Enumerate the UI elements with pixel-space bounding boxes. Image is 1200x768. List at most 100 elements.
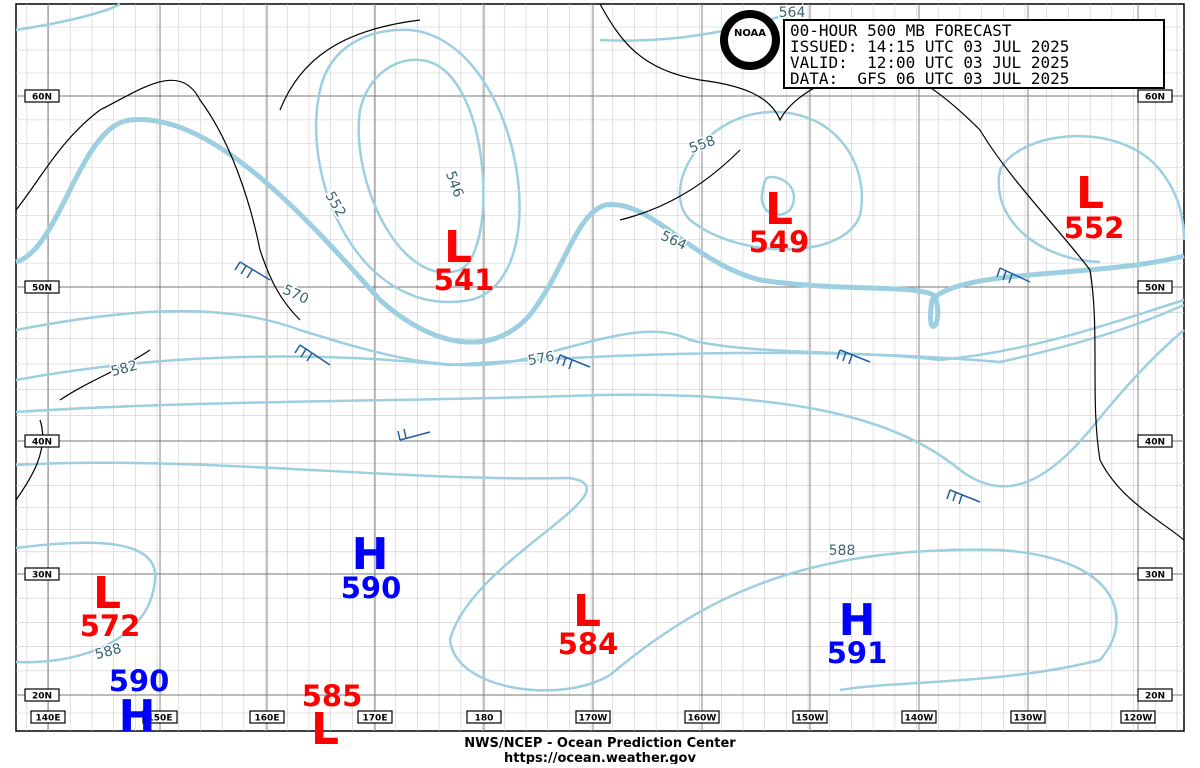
pressure-symbol: H: [352, 529, 389, 580]
longitude-label-box: [466, 710, 502, 724]
latitude-label-box: [1137, 567, 1173, 581]
pressure-symbol: L: [444, 222, 472, 273]
logo: NOAA: [720, 10, 780, 70]
pressure-symbol: L: [765, 184, 793, 235]
longitude-label: 150W: [796, 714, 825, 724]
longitude-label-box: [575, 710, 611, 724]
longitude-label: 120W: [1124, 714, 1153, 724]
contour: [15, 298, 1185, 367]
longitude-label-box: [901, 710, 937, 724]
wind-barb: [946, 489, 981, 505]
longitude-label: 160W: [688, 714, 717, 724]
pressure-symbol: H: [119, 691, 156, 742]
longitude-label-box: [249, 710, 285, 724]
latitude-label-box: [1137, 280, 1173, 294]
latitude-label-box: [24, 567, 60, 581]
contour: [15, 461, 1118, 692]
latitude-label: 60N: [32, 93, 52, 103]
coastlines: [15, 3, 1185, 541]
pressure-value: 590: [109, 664, 170, 698]
pressure-value: 552: [1064, 211, 1125, 245]
header-title: 00-HOUR 500 MB FORECAST: [790, 21, 1012, 40]
longitude-label-box: [142, 710, 178, 724]
latitude-label: 40N: [32, 438, 52, 448]
wind-barbs: [234, 261, 1031, 505]
contour-label: 588: [829, 543, 856, 559]
coastline: [279, 19, 741, 221]
longitude-label-box: [1120, 710, 1156, 724]
longitude-label-box: [792, 710, 828, 724]
longitude-label: 160E: [255, 714, 280, 724]
contour: [357, 58, 485, 274]
contour: [315, 28, 521, 304]
footer-agency: NWS/NCEP - Ocean Prediction Center: [464, 736, 736, 751]
latitude-label-box: [1137, 688, 1173, 702]
contour: [678, 110, 864, 251]
longitude-label-box: [357, 710, 393, 724]
latitude-label-box: [24, 89, 60, 103]
pressure-value: 591: [827, 636, 888, 670]
latitude-label: 50N: [32, 284, 52, 294]
header-frame: [783, 19, 1165, 89]
contour-label: 576: [527, 349, 556, 369]
wind-barb: [294, 344, 331, 366]
contour: [760, 175, 796, 217]
longitude-label-box: [1010, 710, 1046, 724]
contour: [15, 329, 1185, 488]
latitude-label-box: [1137, 89, 1173, 103]
wind-barb: [556, 354, 591, 370]
pressure-value: 541: [434, 263, 495, 297]
header-box: 00-HOUR 500 MB FORECAST ISSUED: 14:15 UT…: [783, 19, 1165, 89]
header-line: VALID: 12:00 UTC 03 JUL 2025: [790, 53, 1069, 72]
coastline: [15, 79, 301, 321]
latitude-label: 60N: [1145, 93, 1165, 103]
longitude-label: 150E: [148, 714, 173, 724]
header-line: DATA: GFS 06 UTC 03 JUL 2025: [790, 69, 1069, 88]
coastline: [15, 349, 151, 501]
longitude-label: 140W: [905, 714, 934, 724]
logo-inner: [728, 18, 772, 62]
latitude-label: 30N: [1145, 571, 1165, 581]
latitude-label: 30N: [32, 571, 52, 581]
latitude-label: 20N: [1145, 692, 1165, 702]
longitude-label: 130W: [1014, 714, 1043, 724]
latitude-label-box: [24, 280, 60, 294]
pressure-symbol: L: [573, 586, 601, 637]
longitude-label: 170E: [363, 714, 388, 724]
contour: [15, 303, 1185, 382]
map-frame: [15, 3, 1185, 732]
longitude-label: 170W: [579, 714, 608, 724]
longitude-label-box: [684, 710, 720, 724]
pressure-value: 549: [749, 225, 810, 259]
contours: [15, 2, 1186, 692]
pressure-value: 584: [558, 627, 619, 661]
latitude-label-box: [1137, 434, 1173, 448]
latitude-label: 20N: [32, 692, 52, 702]
pressure-symbol: L: [93, 568, 121, 619]
longitude-label: 180: [475, 714, 494, 724]
contour: [15, 541, 157, 664]
wind-barb: [996, 267, 1031, 284]
coastline: [599, 3, 1185, 541]
longitude-label: 140E: [36, 714, 61, 724]
wind-barb: [234, 261, 271, 281]
pressure-value: 572: [80, 609, 141, 643]
pressure-symbol: H: [839, 595, 876, 646]
latitude-label-box: [24, 688, 60, 702]
footer-url: https://ocean.weather.gov: [504, 751, 696, 764]
pressure-value: 590: [341, 571, 402, 605]
contour: [15, 117, 1185, 345]
contour: [997, 134, 1186, 264]
header-line: ISSUED: 14:15 UTC 03 JUL 2025: [790, 37, 1069, 56]
latitude-label-box: [24, 434, 60, 448]
contour-label: 564: [779, 5, 806, 21]
pressure-value: 585: [302, 679, 363, 713]
longitude-label-box: [30, 710, 66, 724]
pressure-symbol: L: [1076, 168, 1104, 219]
latitude-label: 40N: [1145, 438, 1165, 448]
latitude-label: 50N: [1145, 284, 1165, 294]
pressure-symbol: L: [311, 704, 339, 755]
wind-barb: [836, 349, 871, 365]
wind-barb: [397, 428, 431, 441]
logo-text: NOAA: [734, 28, 766, 39]
